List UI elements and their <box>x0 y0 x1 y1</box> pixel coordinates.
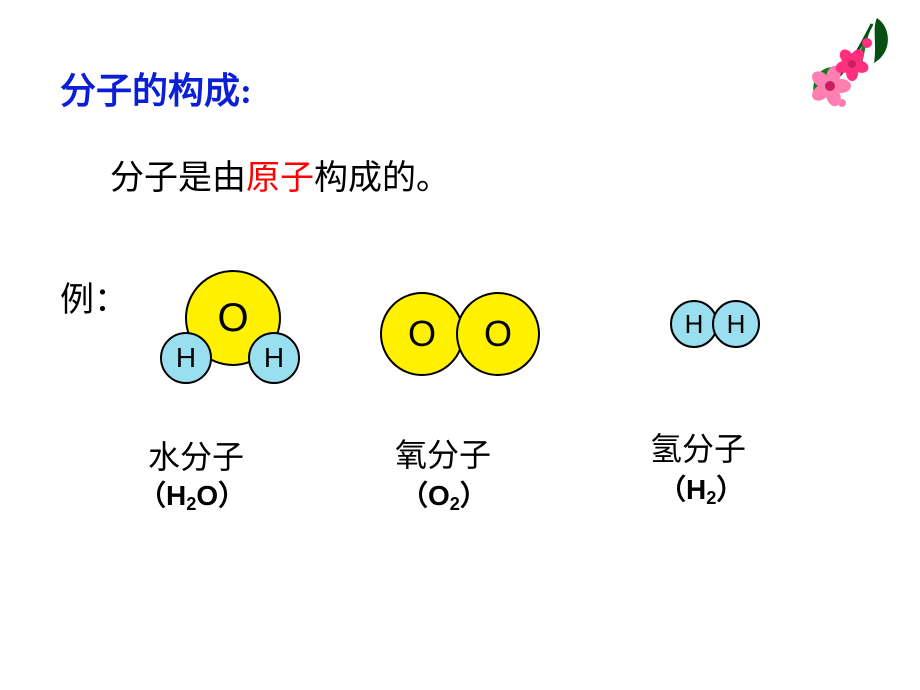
sentence-pre: 分子是由 <box>110 160 246 197</box>
hydrogen-atom: H <box>712 300 760 348</box>
molecule-name: 氧分子 <box>395 430 491 476</box>
hydrogen-atom: H <box>160 332 212 384</box>
hydrogen-atom: H <box>670 300 718 348</box>
molecule-formula: （O2） <box>400 474 488 514</box>
sentence-post: 构成的。 <box>314 160 450 197</box>
oxygen-atom: O <box>456 292 540 376</box>
example-label: 例： <box>60 272 128 321</box>
molecule-name: 氢分子 <box>650 424 746 470</box>
sentence-hl: 原子 <box>246 160 314 197</box>
hydrogen-atom: H <box>248 332 300 384</box>
molecule-name: 水分子 <box>148 432 244 478</box>
oxygen-atom: O <box>380 292 464 376</box>
molecule-formula: （H2） <box>658 468 744 508</box>
heading-title: 分子的构成: <box>60 62 252 114</box>
flower-icon <box>782 8 902 128</box>
sentence-line: 分子是由原子构成的。 <box>110 150 450 199</box>
molecule-formula: （H2O） <box>138 474 246 514</box>
